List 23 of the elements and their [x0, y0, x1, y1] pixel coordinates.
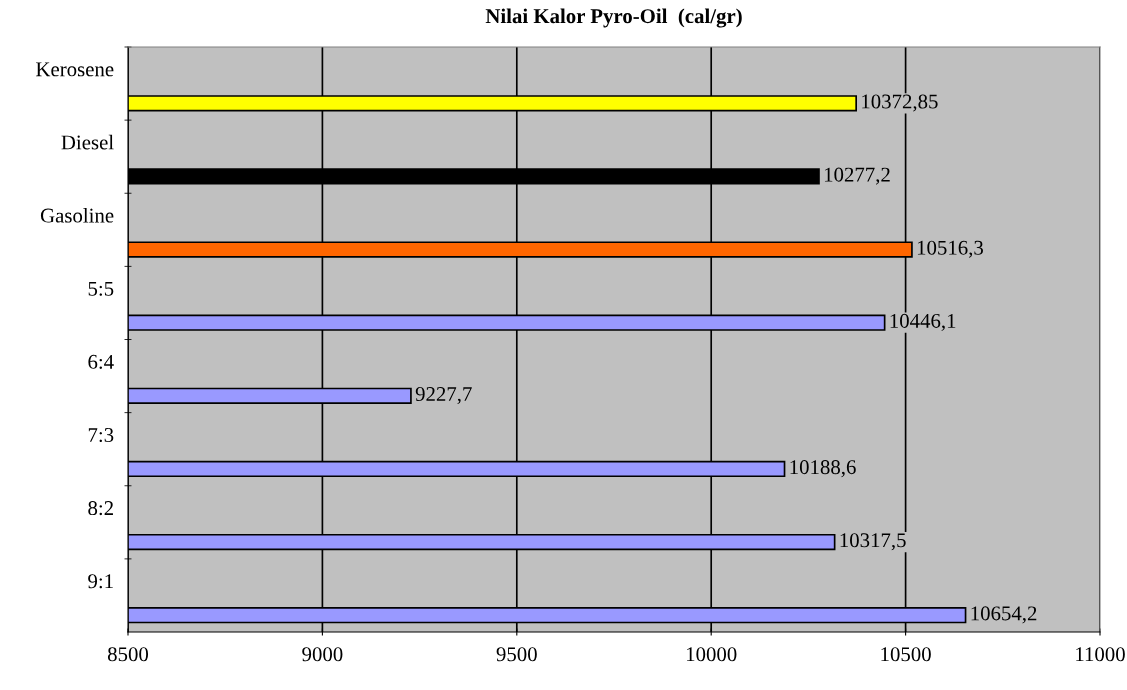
y-tick-label: 6:4 — [88, 354, 114, 369]
y-tick-label: Kerosene — [36, 62, 114, 77]
y-tick-label: Gasoline — [40, 207, 114, 223]
x-tick-label: 11000 — [1076, 647, 1125, 662]
x-tick-label: 8500 — [107, 647, 149, 662]
data-label: 10317,5 — [840, 533, 906, 551]
x-tick-label: 9500 — [496, 647, 537, 662]
data-label: 10372,85 — [862, 94, 938, 112]
x-tick-label: 10000 — [686, 647, 737, 662]
data-label: 9227,7 — [415, 387, 472, 405]
data-label: 10654,2 — [971, 606, 1037, 624]
data-label: 10277,2 — [824, 167, 890, 185]
data-label: 10446,1 — [890, 313, 956, 331]
x-tick-label: 9000 — [302, 647, 343, 662]
x-tick-label: 10500 — [881, 647, 931, 662]
y-tick-label: 8:2 — [88, 501, 113, 516]
chart-title: Nilai Kalor Pyro-Oil (cal/gr) — [485, 8, 742, 28]
y-tick-label: 5:5 — [88, 281, 114, 296]
data-label: 10188,6 — [790, 460, 856, 478]
y-tick-label: 9:1 — [88, 574, 113, 589]
data-label: 10516,3 — [917, 240, 983, 258]
y-tick-label: Diesel — [61, 134, 114, 150]
y-tick-label: 7:3 — [88, 428, 114, 443]
